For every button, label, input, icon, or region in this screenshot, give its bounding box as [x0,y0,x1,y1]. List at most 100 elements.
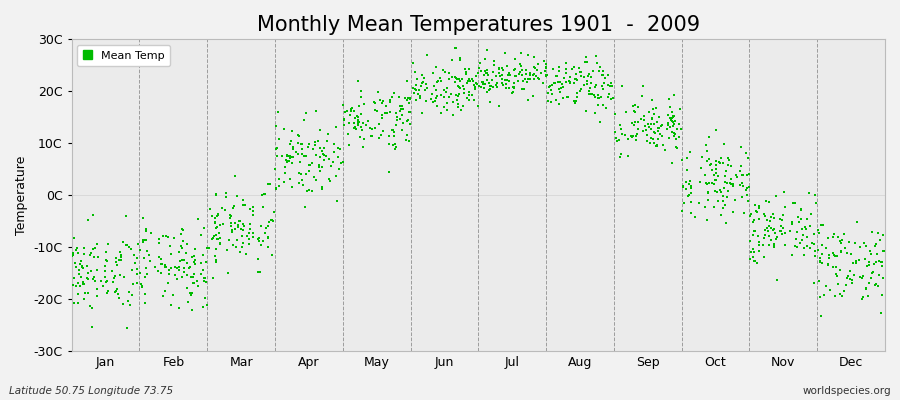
Point [242,236,256,243]
Point [682,192,697,198]
Point [431,78,446,85]
Point [460,80,474,86]
Point [635,128,650,134]
Point [594,82,608,89]
Point [212,211,226,217]
Point [406,85,420,92]
Point [577,74,591,80]
Point [544,87,558,93]
Point [701,188,716,195]
Point [526,76,541,82]
Point [788,243,802,250]
Point [328,124,343,130]
Point [210,213,224,219]
Point [436,94,451,101]
Point [763,214,778,220]
Point [666,130,680,136]
Point [845,276,859,283]
Point [675,157,689,163]
Point [76,265,90,272]
Point [829,264,843,270]
Point [733,168,747,174]
Point [344,106,358,113]
Point [158,261,172,268]
Point [184,253,199,260]
Point [164,265,178,271]
Point [567,80,581,86]
Point [295,140,310,147]
Point [673,126,688,132]
Point [238,250,253,257]
Point [751,232,765,239]
Point [291,132,305,139]
Point [490,84,504,90]
Point [196,275,211,281]
Point [284,160,299,166]
Point [88,245,103,252]
Point [438,89,453,95]
Point [647,129,662,136]
Point [81,270,95,276]
Point [392,94,406,100]
Point [124,292,139,298]
Point [807,280,822,286]
Point [717,141,732,147]
Point [759,198,773,204]
Point [639,127,653,134]
Point [602,91,616,97]
Point [174,243,188,249]
Point [739,150,753,156]
Point [159,233,174,239]
Point [351,117,365,124]
Point [844,280,859,286]
Point [382,133,396,139]
Point [186,274,201,280]
Point [842,272,856,279]
Point [315,185,329,192]
Point [667,113,681,120]
Point [409,96,423,103]
Point [176,238,190,244]
Point [415,110,429,116]
Point [552,68,566,74]
Point [559,59,573,66]
Point [790,228,805,235]
Point [707,172,722,178]
Point [212,230,226,236]
Point [538,72,553,78]
Point [486,84,500,90]
Point [492,102,507,109]
Point [634,116,648,122]
Point [746,219,760,225]
Point [291,140,305,146]
Point [506,88,520,95]
Point [402,109,417,116]
Point [359,122,374,128]
Point [490,80,504,86]
Point [489,73,503,79]
Point [320,138,334,144]
Point [243,226,257,232]
Point [615,83,629,89]
Point [637,116,652,123]
Point [309,176,323,183]
Point [800,216,814,223]
Point [116,301,130,308]
Point [71,266,86,273]
Point [374,132,388,138]
Point [348,124,363,130]
Point [99,256,113,263]
Point [852,244,867,250]
Point [825,234,840,241]
Point [81,217,95,224]
Point [449,74,464,81]
Point [670,126,685,132]
Point [75,263,89,270]
Point [439,107,454,113]
Point [74,258,88,264]
Point [651,136,665,142]
Point [428,95,443,101]
Point [830,273,844,279]
Point [501,78,516,84]
Point [434,110,448,116]
